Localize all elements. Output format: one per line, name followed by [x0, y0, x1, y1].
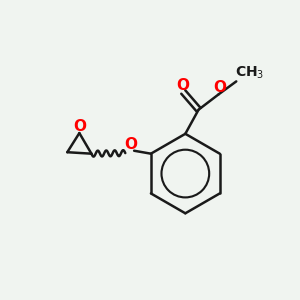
Text: O: O — [176, 78, 189, 93]
Text: O: O — [213, 80, 226, 95]
Text: O: O — [73, 119, 86, 134]
Text: O: O — [125, 137, 138, 152]
Text: CH$_3$: CH$_3$ — [235, 64, 264, 81]
